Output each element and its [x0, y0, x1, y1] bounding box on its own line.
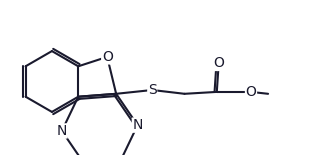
Text: O: O: [213, 56, 224, 70]
Text: O: O: [102, 50, 113, 64]
Text: N: N: [57, 124, 67, 138]
Text: N: N: [132, 118, 143, 132]
Text: O: O: [246, 85, 256, 99]
Text: S: S: [148, 83, 157, 97]
